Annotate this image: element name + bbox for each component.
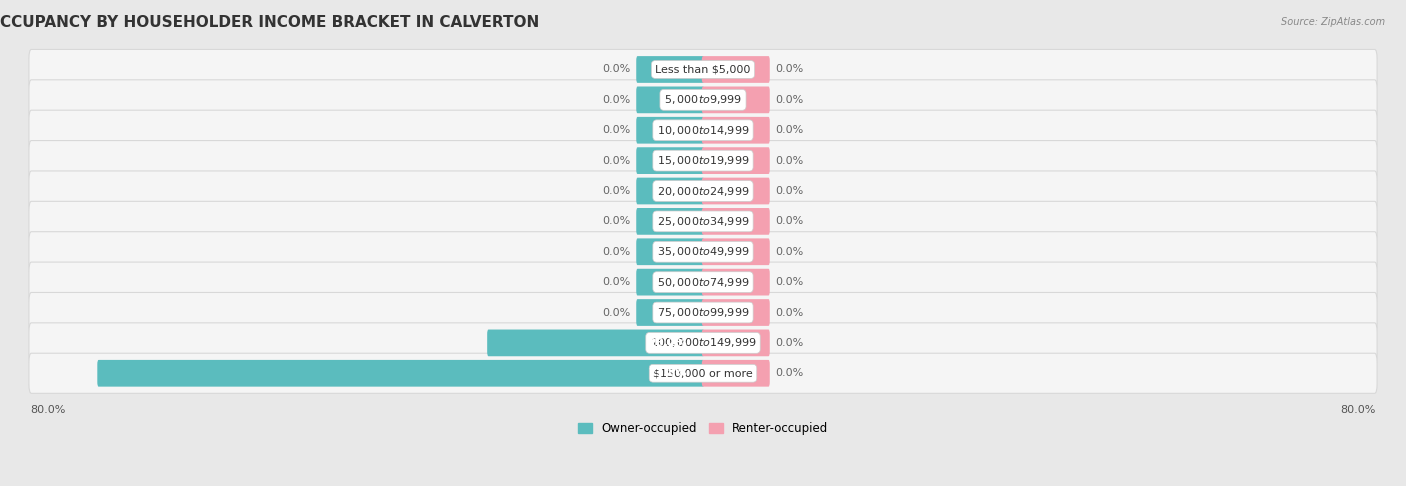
FancyBboxPatch shape bbox=[637, 269, 704, 295]
Text: 26.2%: 26.2% bbox=[648, 338, 686, 348]
FancyBboxPatch shape bbox=[488, 330, 704, 356]
Text: 0.0%: 0.0% bbox=[775, 95, 803, 105]
FancyBboxPatch shape bbox=[702, 147, 769, 174]
Text: $20,000 to $24,999: $20,000 to $24,999 bbox=[657, 185, 749, 197]
FancyBboxPatch shape bbox=[637, 147, 704, 174]
FancyBboxPatch shape bbox=[702, 208, 769, 235]
FancyBboxPatch shape bbox=[30, 140, 1376, 181]
FancyBboxPatch shape bbox=[637, 87, 704, 113]
FancyBboxPatch shape bbox=[30, 232, 1376, 272]
FancyBboxPatch shape bbox=[30, 293, 1376, 332]
Text: $50,000 to $74,999: $50,000 to $74,999 bbox=[657, 276, 749, 289]
FancyBboxPatch shape bbox=[702, 239, 769, 265]
FancyBboxPatch shape bbox=[702, 269, 769, 295]
Text: 0.0%: 0.0% bbox=[775, 338, 803, 348]
Text: Less than $5,000: Less than $5,000 bbox=[655, 65, 751, 74]
FancyBboxPatch shape bbox=[30, 110, 1376, 150]
FancyBboxPatch shape bbox=[702, 330, 769, 356]
FancyBboxPatch shape bbox=[637, 117, 704, 143]
Text: 0.0%: 0.0% bbox=[603, 65, 631, 74]
Text: 0.0%: 0.0% bbox=[775, 186, 803, 196]
FancyBboxPatch shape bbox=[702, 178, 769, 205]
Text: 0.0%: 0.0% bbox=[603, 125, 631, 135]
FancyBboxPatch shape bbox=[702, 299, 769, 326]
FancyBboxPatch shape bbox=[30, 201, 1376, 242]
Text: 0.0%: 0.0% bbox=[775, 247, 803, 257]
FancyBboxPatch shape bbox=[637, 56, 704, 83]
FancyBboxPatch shape bbox=[30, 171, 1376, 211]
Text: 0.0%: 0.0% bbox=[603, 277, 631, 287]
Text: Source: ZipAtlas.com: Source: ZipAtlas.com bbox=[1281, 17, 1385, 27]
Text: $150,000 or more: $150,000 or more bbox=[654, 368, 752, 378]
Text: $100,000 to $149,999: $100,000 to $149,999 bbox=[650, 336, 756, 349]
FancyBboxPatch shape bbox=[30, 50, 1376, 89]
Text: 0.0%: 0.0% bbox=[603, 156, 631, 166]
Text: 0.0%: 0.0% bbox=[775, 65, 803, 74]
FancyBboxPatch shape bbox=[702, 360, 769, 387]
Text: 0.0%: 0.0% bbox=[603, 308, 631, 317]
FancyBboxPatch shape bbox=[702, 56, 769, 83]
Text: $75,000 to $99,999: $75,000 to $99,999 bbox=[657, 306, 749, 319]
FancyBboxPatch shape bbox=[637, 178, 704, 205]
FancyBboxPatch shape bbox=[637, 208, 704, 235]
FancyBboxPatch shape bbox=[637, 239, 704, 265]
Legend: Owner-occupied, Renter-occupied: Owner-occupied, Renter-occupied bbox=[572, 417, 834, 439]
Text: $35,000 to $49,999: $35,000 to $49,999 bbox=[657, 245, 749, 258]
Text: OCCUPANCY BY HOUSEHOLDER INCOME BRACKET IN CALVERTON: OCCUPANCY BY HOUSEHOLDER INCOME BRACKET … bbox=[0, 15, 540, 30]
FancyBboxPatch shape bbox=[30, 262, 1376, 302]
Text: 0.0%: 0.0% bbox=[775, 368, 803, 378]
Text: 73.8%: 73.8% bbox=[648, 368, 686, 378]
FancyBboxPatch shape bbox=[30, 353, 1376, 393]
Text: $5,000 to $9,999: $5,000 to $9,999 bbox=[664, 93, 742, 106]
Text: 0.0%: 0.0% bbox=[775, 125, 803, 135]
FancyBboxPatch shape bbox=[637, 299, 704, 326]
Text: 0.0%: 0.0% bbox=[603, 186, 631, 196]
Text: $25,000 to $34,999: $25,000 to $34,999 bbox=[657, 215, 749, 228]
Text: $15,000 to $19,999: $15,000 to $19,999 bbox=[657, 154, 749, 167]
Text: 0.0%: 0.0% bbox=[775, 277, 803, 287]
FancyBboxPatch shape bbox=[30, 323, 1376, 363]
Text: 0.0%: 0.0% bbox=[775, 156, 803, 166]
Text: 0.0%: 0.0% bbox=[775, 216, 803, 226]
FancyBboxPatch shape bbox=[702, 117, 769, 143]
Text: 0.0%: 0.0% bbox=[603, 247, 631, 257]
FancyBboxPatch shape bbox=[30, 80, 1376, 120]
Text: 0.0%: 0.0% bbox=[603, 216, 631, 226]
Text: 0.0%: 0.0% bbox=[603, 95, 631, 105]
FancyBboxPatch shape bbox=[97, 360, 704, 387]
Text: $10,000 to $14,999: $10,000 to $14,999 bbox=[657, 124, 749, 137]
FancyBboxPatch shape bbox=[702, 87, 769, 113]
Text: 0.0%: 0.0% bbox=[775, 308, 803, 317]
